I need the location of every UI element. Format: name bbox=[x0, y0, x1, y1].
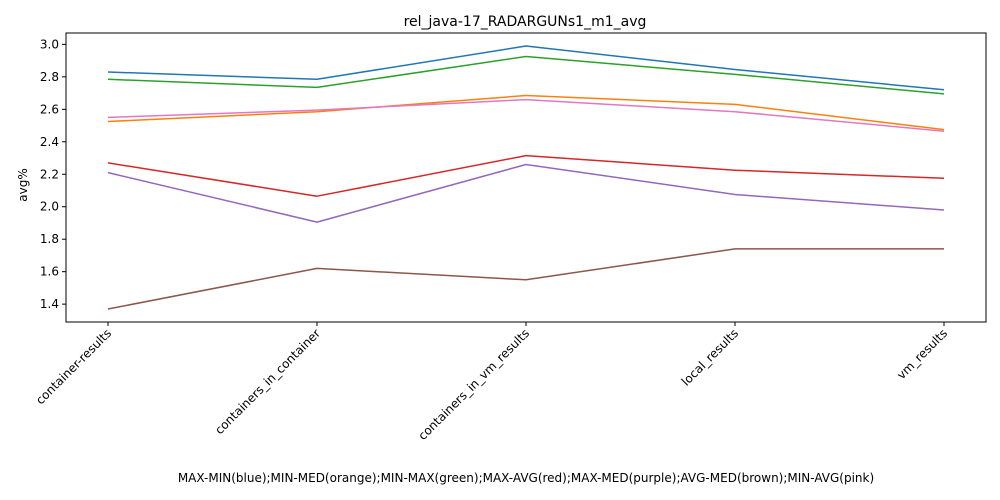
series-line-3 bbox=[107, 154, 945, 197]
plot-area bbox=[65, 32, 987, 323]
chart-title: rel_java-17_RADARGUNs1_m1_avg bbox=[404, 14, 647, 30]
series-line-2 bbox=[107, 55, 945, 95]
y-tick-label: 1.4 bbox=[40, 297, 59, 311]
y-tick-label: 2.4 bbox=[40, 135, 59, 149]
y-tick-label: 1.6 bbox=[40, 265, 59, 279]
y-tick-label: 2.0 bbox=[40, 200, 59, 214]
series-line-0 bbox=[107, 45, 945, 91]
y-axis-label: avg% bbox=[16, 168, 30, 201]
series-line-1 bbox=[107, 94, 945, 131]
x-axis: container-results containers_in_container… bbox=[33, 322, 950, 443]
x-tick-label: container-results bbox=[33, 326, 114, 407]
y-tick-label: 1.8 bbox=[40, 232, 59, 246]
series-line-6 bbox=[107, 98, 945, 132]
x-tick-label: containers_in_container bbox=[212, 326, 323, 437]
series-line-4 bbox=[107, 163, 945, 223]
y-tick-label: 2.6 bbox=[40, 102, 59, 116]
y-tick-label: 2.8 bbox=[40, 70, 59, 84]
y-tick-label: 2.2 bbox=[40, 167, 59, 181]
series-line-5 bbox=[107, 248, 944, 310]
x-tick-label: containers_in_vm_results bbox=[415, 326, 532, 443]
y-tick-label: 3.0 bbox=[40, 37, 59, 51]
x-tick-label: vm_results bbox=[894, 326, 950, 382]
x-tick-label: local_results bbox=[679, 326, 741, 388]
y-axis: 1.4 1.6 1.8 2.0 2.2 2.4 2.6 2.8 3.0 bbox=[40, 37, 66, 311]
x-axis-label: MAX-MIN(blue);MIN-MED(orange);MIN-MAX(gr… bbox=[178, 471, 874, 485]
